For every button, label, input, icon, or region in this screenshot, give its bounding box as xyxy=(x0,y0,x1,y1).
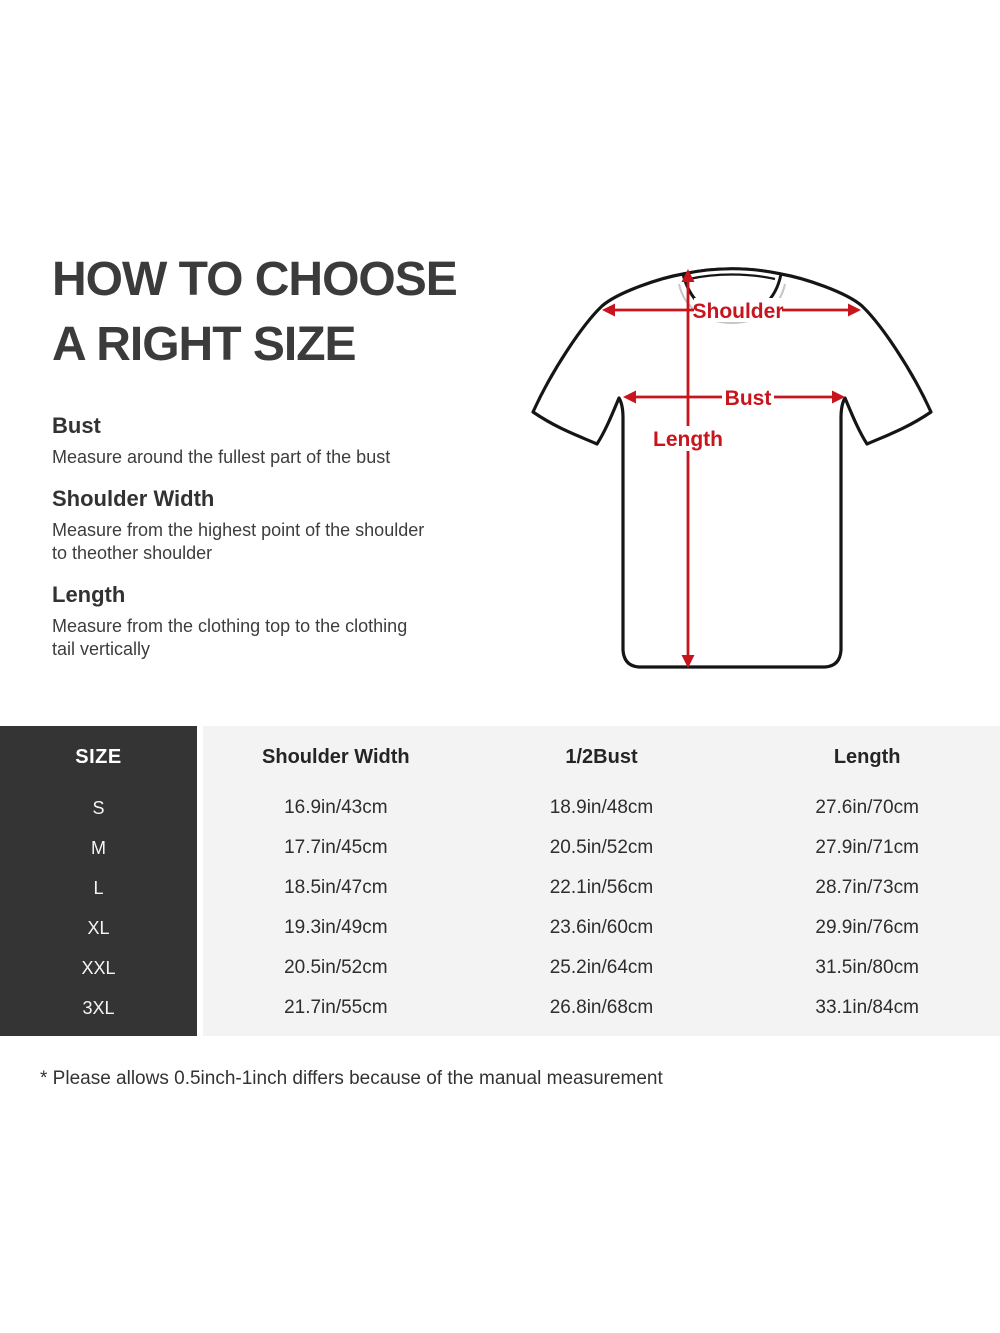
cell-xl-bust: 23.6in/60cm xyxy=(549,917,654,938)
bust-arrow: Bust xyxy=(623,385,845,410)
cell-l-shoulder: 18.5in/47cm xyxy=(284,877,388,898)
shoulder-arrow-label: Shoulder xyxy=(692,300,783,323)
tshirt-outline xyxy=(531,267,933,669)
guide-heading-shoulder: Shoulder Width xyxy=(52,486,215,511)
cell-m-length: 27.9in/71cm xyxy=(815,837,919,858)
guide-heading-length: Length xyxy=(52,582,126,607)
size-chart-table: SIZE S M L XL XXL 3XL Shoulder Width 1/2… xyxy=(0,726,1000,1036)
guide-heading-bust: Bust xyxy=(52,413,101,438)
tshirt-diagram-svg: Shoulder Bust Length xyxy=(531,267,933,669)
length-arrow: Length xyxy=(653,269,723,668)
length-arrow-label: Length xyxy=(653,428,723,451)
tshirt-measurement-diagram: Shoulder Bust Length xyxy=(500,240,960,680)
page-title-line2: A RIGHT SIZE xyxy=(52,318,357,371)
cell-m-shoulder: 17.7in/45cm xyxy=(284,837,388,858)
cell-s-shoulder: 16.9in/43cm xyxy=(284,797,388,818)
cell-s-length: 27.6in/70cm xyxy=(815,797,919,818)
size-label-l: L xyxy=(93,877,104,898)
page-title-line1: HOW TO CHOOSE xyxy=(52,253,458,306)
guide-section-shoulder: Shoulder Width Measure from the highest … xyxy=(52,486,472,565)
guide-desc-bust: Measure around the fullest part of the b… xyxy=(52,447,391,467)
cell-xxl-shoulder: 20.5in/52cm xyxy=(284,957,388,978)
size-column-header: SIZE xyxy=(75,745,122,768)
size-label-m: M xyxy=(91,837,106,858)
cell-3xl-length: 33.1in/84cm xyxy=(815,997,919,1018)
column-divider xyxy=(197,726,203,1036)
bust-arrow-label: Bust xyxy=(725,387,772,410)
guide-section-bust: Bust Measure around the fullest part of … xyxy=(52,413,472,469)
size-label-s: S xyxy=(92,797,105,818)
cell-xl-shoulder: 19.3in/49cm xyxy=(284,917,388,938)
cell-l-bust: 22.1in/56cm xyxy=(549,877,654,898)
page-title: HOW TO CHOOSE A RIGHT SIZE xyxy=(52,247,458,377)
cell-3xl-shoulder: 21.7in/55cm xyxy=(284,997,388,1018)
cell-3xl-bust: 26.8in/68cm xyxy=(549,997,654,1018)
guide-desc-length: Measure from the clothing top to the clo… xyxy=(52,616,408,659)
measure-guide: Bust Measure around the fullest part of … xyxy=(52,413,472,678)
column-header-shoulder-width: Shoulder Width xyxy=(262,745,410,768)
guide-section-length: Length Measure from the clothing top to … xyxy=(52,582,472,661)
guide-desc-shoulder: Measure from the highest point of the sh… xyxy=(52,520,425,563)
cell-m-bust: 20.5in/52cm xyxy=(549,837,654,858)
cell-xxl-length: 31.5in/80cm xyxy=(815,957,919,978)
column-header-length: Length xyxy=(833,745,901,768)
measurements-panel: Shoulder Width 1/2Bust Length 16.9in/43c… xyxy=(203,726,1000,1036)
cell-s-bust: 18.9in/48cm xyxy=(549,797,654,818)
size-label-xl: XL xyxy=(87,917,110,938)
size-label-xxl: XXL xyxy=(81,957,116,978)
measurement-disclaimer: * Please allows 0.5inch-1inch differs be… xyxy=(40,1068,663,1089)
column-header-half-bust: 1/2Bust xyxy=(565,745,638,768)
collar-inner-band xyxy=(688,273,776,281)
cell-l-length: 28.7in/73cm xyxy=(815,877,919,898)
shoulder-arrow: Shoulder xyxy=(602,298,861,323)
cell-xxl-bust: 25.2in/64cm xyxy=(549,957,654,978)
size-column: SIZE S M L XL XXL 3XL xyxy=(0,726,197,1036)
size-label-3xl: 3XL xyxy=(82,997,115,1018)
cell-xl-length: 29.9in/76cm xyxy=(815,917,919,938)
